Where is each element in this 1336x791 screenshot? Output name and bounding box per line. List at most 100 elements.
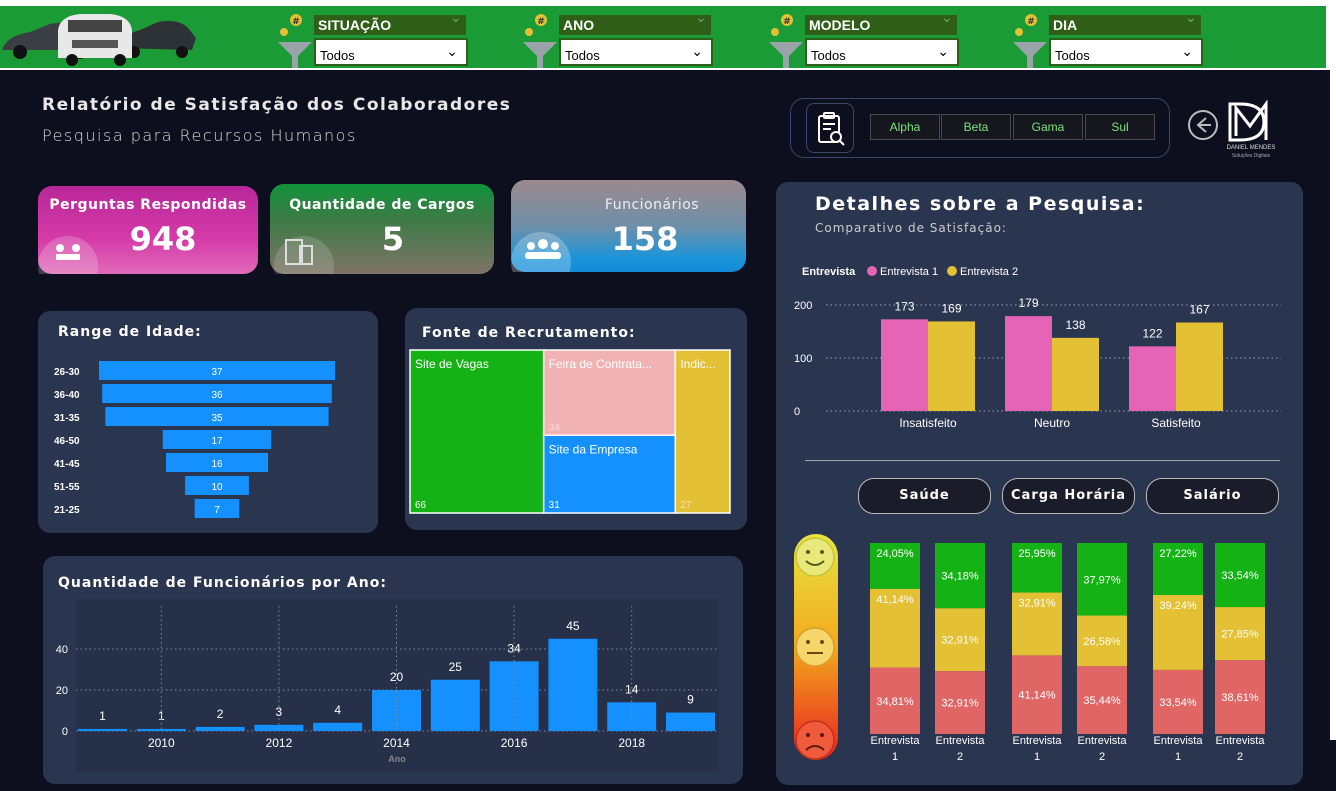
year-bar (666, 712, 715, 731)
treemap-label: Site da Empresa (549, 442, 638, 456)
label-chevron-icon: ⌄ (941, 10, 953, 26)
year-bar (548, 638, 598, 731)
kpi-title: Perguntas Respondidas (49, 197, 247, 213)
stack-red (935, 671, 985, 734)
comparison-bar-label: 169 (941, 301, 961, 315)
x-tick-label: 2014 (383, 736, 410, 750)
details-subtitle: Comparativo de Satisfação: (815, 221, 1007, 235)
svg-text:#: # (1027, 17, 1035, 27)
y-tick-label: 20 (56, 685, 68, 697)
filter-dropdown[interactable]: Todos ⌄ (1049, 38, 1203, 66)
category-label: Neutro (1034, 416, 1070, 430)
filter-dropdown[interactable]: Todos ⌄ (559, 38, 713, 66)
age-range-panel: Range de Idade: 26-30 37 36-40 36 31-35 35 46-… (38, 311, 378, 533)
kpi-title: Funcionários (604, 197, 700, 213)
comparison-bar-label: 122 (1142, 326, 1162, 340)
topic-button-2[interactable]: Salário (1146, 478, 1279, 514)
treemap-label: Site de Vagas (415, 357, 489, 371)
back-arrow-icon[interactable] (1186, 108, 1220, 142)
kpi-title: Quantidade de Cargos (289, 197, 475, 213)
y-tick-label: 100 (794, 353, 812, 365)
column-label: Entrevista (871, 735, 921, 747)
comparison-bar-label: 173 (894, 299, 914, 313)
year-bar-label: 1 (158, 709, 165, 723)
scrollbar[interactable] (1330, 70, 1336, 740)
year-bar-label: 45 (566, 619, 580, 633)
column-label: 1 (1034, 751, 1040, 763)
age-bar (185, 476, 249, 495)
stack-label: 33,54% (1221, 570, 1259, 582)
year-bar-label: 3 (276, 705, 283, 719)
treemap-label: Indic... (680, 357, 715, 371)
satisfaction-comparison-chart: Entrevista Entrevista 1 Entrevista 2 0 100 20… (794, 266, 1281, 430)
dropdown-value: Todos (320, 48, 355, 63)
chevron-down-icon: ⌄ (1181, 44, 1193, 60)
comparison-bar (928, 321, 975, 411)
column-label: Entrevista (1013, 735, 1063, 747)
column-label: Entrevista (1216, 735, 1266, 747)
filter-funnel-icon: # (1013, 14, 1047, 68)
stack-label: 26,58% (1083, 636, 1121, 648)
details-panel: Detalhes sobre a Pesquisa: Comparativo d… (776, 182, 1303, 785)
tab-alpha[interactable]: Alpha (870, 114, 940, 140)
x-tick-label: 2010 (148, 736, 175, 750)
treemap-cell (409, 349, 545, 514)
topic-button-0[interactable]: Saúde (858, 478, 991, 514)
stack-label: 32,91% (941, 698, 979, 710)
stack-label: 27,85% (1221, 629, 1259, 641)
stack-red (1153, 669, 1203, 734)
year-bar-label: 4 (334, 703, 341, 717)
x-tick-label: 2012 (266, 736, 293, 750)
column-label: Entrevista (1078, 735, 1128, 747)
stack-green (935, 543, 985, 609)
column-label: 2 (1099, 751, 1105, 763)
stack-yellow (1153, 594, 1203, 670)
stack-label: 24,05% (876, 548, 914, 560)
label-chevron-icon: ⌄ (695, 10, 707, 26)
tab-beta[interactable]: Beta (941, 114, 1011, 140)
svg-text:#: # (783, 17, 791, 27)
stack-label: 27,22% (1159, 548, 1197, 560)
kpi-card-funcionarios: Funcionários 158 (511, 180, 746, 272)
stack-yellow (1077, 615, 1127, 667)
report-search-icon[interactable] (806, 103, 854, 153)
comparison-bar-label: 138 (1065, 318, 1085, 332)
cars-image (0, 6, 220, 68)
stacked-satisfaction-chart: 24,05% 41,14% 34,81% Entrevista 1 34,18% 32,91… (870, 543, 1266, 763)
stack-label: 33,54% (1159, 697, 1197, 709)
legend-dot (947, 266, 957, 276)
tab-gama[interactable]: Gama (1013, 114, 1083, 140)
stack-red (1215, 660, 1265, 734)
age-category-label: 51-55 (54, 482, 80, 493)
column-label: Entrevista (936, 735, 986, 747)
column-label: 1 (892, 751, 898, 763)
year-bar-label: 25 (449, 660, 463, 674)
stack-label: 35,44% (1083, 695, 1121, 707)
svg-text:#: # (537, 17, 545, 27)
age-category-label: 26-30 (54, 367, 80, 378)
column-label: 2 (957, 751, 963, 763)
column-label: 2 (1237, 751, 1243, 763)
stack-label: 39,24% (1159, 600, 1197, 612)
age-category-label: 21-25 (54, 505, 80, 516)
topic-button-1[interactable]: Carga Horária (1002, 478, 1135, 514)
filter-dropdown[interactable]: Todos ⌄ (805, 38, 959, 66)
panel-title: Quantidade de Funcionários por Ano: (58, 575, 387, 591)
age-bar-label: 36 (211, 390, 223, 401)
logo-name: DANIEL MENDES (1226, 145, 1276, 151)
age-bar (102, 384, 332, 403)
treemap-value: 66 (415, 500, 427, 511)
age-bar (165, 453, 269, 472)
stack-label: 41,14% (876, 594, 914, 606)
tab-sul[interactable]: Sul (1085, 114, 1155, 140)
stack-red (1077, 666, 1127, 734)
treemap-cell (674, 349, 731, 514)
stack-yellow (935, 608, 985, 672)
filter-dropdown[interactable]: Todos ⌄ (314, 38, 468, 66)
year-bar-label: 14 (625, 682, 639, 696)
legend-dot (867, 266, 877, 276)
year-bar (78, 728, 127, 731)
stack-green (1215, 543, 1265, 608)
x-axis-label: Ano (388, 754, 406, 764)
